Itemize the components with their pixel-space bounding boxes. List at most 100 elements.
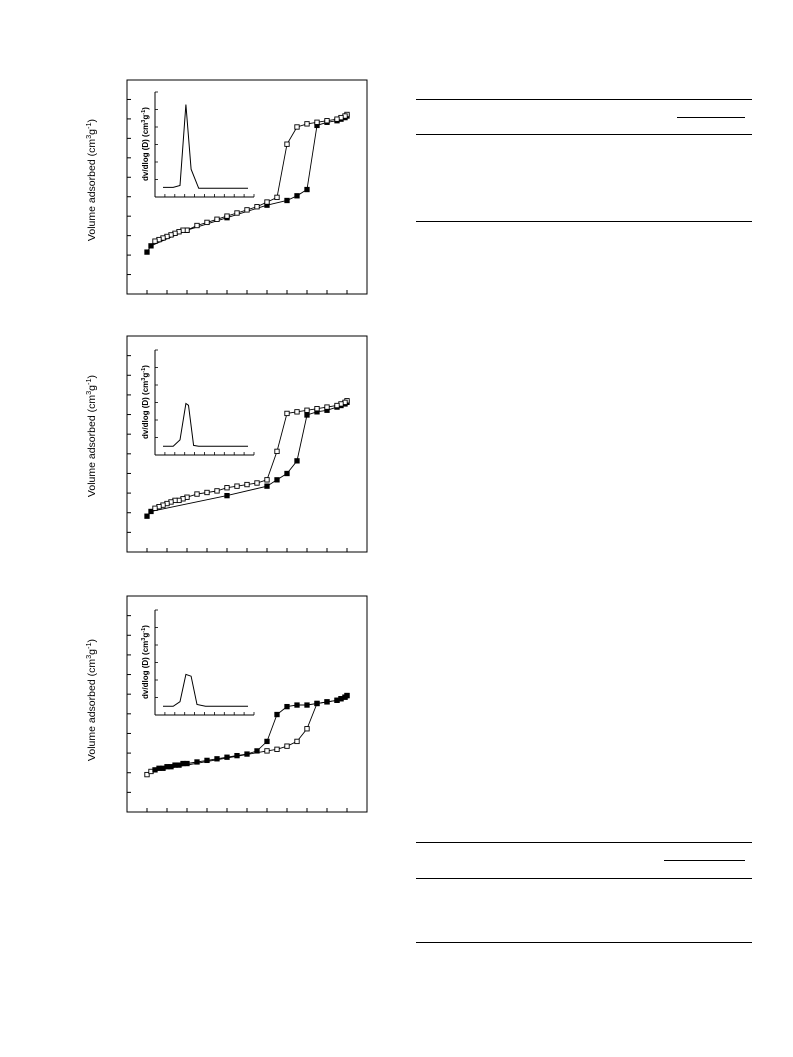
table-bottom-bottom-rule [416, 942, 752, 943]
filled-square-point [274, 477, 280, 483]
inset-y-axis-label: dv/dlog (D) (cm3g-1) [141, 365, 150, 439]
unit-superscript: 3 [84, 135, 93, 139]
open-square-point [234, 483, 240, 489]
unit-superscript: -1 [84, 378, 93, 385]
filled-square-point [284, 197, 290, 204]
filled-square-point [294, 458, 300, 464]
filled-square-point [244, 751, 250, 757]
open-square-point [224, 485, 230, 491]
chart-panel-2: Volume adsorbed (cm3g-1)dv/dlog (D) (cm3… [84, 335, 368, 553]
open-square-point [314, 119, 320, 125]
unit-g: g [86, 385, 98, 391]
filled-square-point [274, 711, 280, 718]
filled-square-point [234, 752, 240, 759]
unit-close: ) [86, 375, 98, 379]
y-axis-label: Volume adsorbed (cm3g-1) [84, 639, 98, 761]
open-square-point [254, 204, 260, 210]
figure-plots: Volume adsorbed (cm3g-1)dv/dlog (D) (cm3… [84, 79, 368, 813]
filled-square-point [304, 186, 310, 193]
inset-pore-distribution-line [163, 104, 248, 189]
open-square-point [214, 216, 220, 222]
filled-square-point [148, 508, 154, 515]
unit-close: ) [141, 107, 150, 110]
filled-square-point [144, 513, 150, 519]
label-text: Volume adsorbed (cm [86, 395, 98, 497]
filled-square-point [148, 243, 154, 249]
open-square-point [274, 448, 280, 455]
filled-square-point [254, 748, 260, 754]
open-square-point [152, 238, 158, 244]
filled-square-point [304, 702, 310, 708]
label-text: dv/dlog (D) (cm [141, 123, 150, 181]
inset-y-axis-label: dv/dlog (D) (cm3g-1) [141, 107, 150, 181]
table-bottom-header-rule [416, 878, 752, 879]
chart-panel-3: Volume adsorbed (cm3g-1)dv/dlog (D) (cm3… [84, 595, 368, 813]
label-text: dv/dlog (D) (cm [141, 381, 150, 439]
open-square-point [264, 748, 270, 754]
unit-close: ) [86, 639, 98, 643]
unit-g: g [86, 129, 98, 135]
open-square-point [244, 207, 250, 213]
unit-superscript: 3 [141, 120, 147, 123]
open-square-point [214, 488, 220, 494]
filled-square-point [204, 757, 210, 764]
unit-g: g [141, 115, 150, 120]
chart-panel-1: Volume adsorbed (cm3g-1)dv/dlog (D) (cm3… [84, 79, 368, 295]
unit-superscript: -1 [141, 628, 147, 633]
filled-square-point [214, 756, 220, 762]
open-square-point [304, 726, 310, 732]
filled-square-point [294, 193, 300, 199]
open-square-point [274, 194, 280, 201]
filled-square-point [194, 759, 200, 765]
filled-square-point [264, 738, 270, 745]
unit-superscript: 3 [141, 638, 147, 641]
filled-square-point [294, 702, 300, 708]
filled-square-point [264, 483, 270, 489]
open-square-point [284, 141, 290, 147]
unit-close: ) [141, 625, 150, 628]
plot-frame [126, 595, 368, 813]
open-square-point [304, 407, 310, 413]
unit-superscript: -1 [141, 368, 147, 373]
unit-close: ) [86, 119, 98, 123]
open-square-point [324, 404, 330, 410]
open-square-point [304, 121, 310, 127]
open-square-point [334, 116, 340, 122]
table-bottom-subrule [664, 860, 745, 861]
unit-superscript: 3 [141, 378, 147, 381]
inset-pore-distribution-line [163, 402, 248, 447]
open-square-point [194, 222, 200, 229]
filled-square-point [324, 699, 330, 705]
inset-y-axis-label: dv/dlog (D) (cm3g-1) [141, 625, 150, 699]
open-square-point [244, 481, 250, 488]
table-top-header-rule [416, 134, 752, 135]
open-square-point [324, 118, 330, 124]
open-square-point [314, 406, 320, 412]
series-line-2 [154, 695, 348, 771]
table-top [416, 99, 752, 223]
filled-square-point [224, 754, 230, 760]
open-square-point [294, 124, 300, 130]
filled-square-point [284, 470, 290, 477]
label-text: dv/dlog (D) (cm [141, 641, 150, 699]
open-square-point [144, 771, 150, 778]
open-square-point [284, 743, 290, 749]
y-axis-label: Volume adsorbed (cm3g-1) [84, 119, 98, 241]
open-square-point [284, 410, 290, 417]
unit-superscript: 3 [84, 655, 93, 659]
filled-square-point [284, 703, 290, 710]
table-top-subrule [677, 117, 745, 118]
open-square-point [204, 489, 210, 496]
open-square-point [264, 477, 270, 483]
table-top-rule [416, 99, 752, 100]
unit-superscript: -1 [141, 110, 147, 115]
unit-g: g [141, 373, 150, 378]
open-square-point [224, 213, 230, 219]
open-square-point [152, 505, 158, 511]
filled-square-point [152, 767, 158, 773]
open-square-point [334, 402, 340, 409]
unit-superscript: 3 [84, 391, 93, 395]
filled-square-point [144, 249, 150, 255]
unit-superscript: -1 [84, 122, 93, 129]
open-square-point [194, 491, 200, 497]
